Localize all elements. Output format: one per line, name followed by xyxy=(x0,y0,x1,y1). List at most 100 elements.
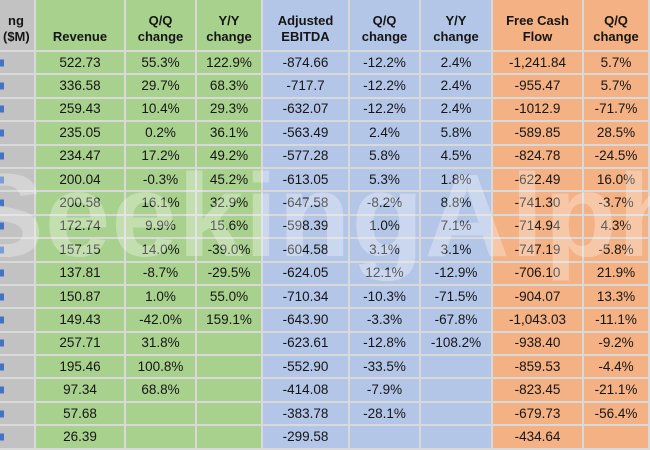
cell-r7-adj-ebitda[interactable]: -647.58 xyxy=(263,192,350,216)
header-fcf-qq-change[interactable]: Q/Q change xyxy=(584,0,650,52)
row-label-cell[interactable] xyxy=(0,356,36,380)
cell-r1-fcf-qq[interactable]: 5.7% xyxy=(584,52,650,76)
cell-r17-revenue-yy[interactable] xyxy=(197,426,263,450)
cell-r17-fcf-qq[interactable] xyxy=(584,426,650,450)
cell-r17-revenue-qq[interactable] xyxy=(126,426,197,450)
cell-r14-ebitda-yy[interactable] xyxy=(421,356,493,380)
cell-r11-revenue[interactable]: 150.87 xyxy=(36,285,126,310)
cell-r16-revenue-yy[interactable] xyxy=(197,402,263,427)
cell-r7-ebitda-yy[interactable]: 8.8% xyxy=(421,192,493,216)
header-revenue[interactable]: Revenue xyxy=(36,0,126,52)
cell-r9-ebitda-qq[interactable]: 3.1% xyxy=(350,239,421,263)
cell-r1-revenue-qq[interactable]: 55.3% xyxy=(126,52,197,76)
cell-r15-ebitda-yy[interactable] xyxy=(421,379,493,403)
cell-r13-revenue-yy[interactable] xyxy=(197,332,263,357)
cell-r15-fcf-qq[interactable]: -21.1% xyxy=(584,379,650,403)
cell-r5-revenue[interactable]: 234.47 xyxy=(36,145,126,169)
cell-r1-revenue-yy[interactable]: 122.9% xyxy=(197,52,263,76)
cell-r3-ebitda-qq[interactable]: -12.2% xyxy=(350,98,421,123)
row-label-cell[interactable] xyxy=(0,262,36,286)
cell-r16-fcf-qq[interactable]: -56.4% xyxy=(584,402,650,427)
cell-r6-adj-ebitda[interactable]: -613.05 xyxy=(263,168,350,193)
cell-r8-revenue-qq[interactable]: 9.9% xyxy=(126,215,197,240)
cell-r5-ebitda-yy[interactable]: 4.5% xyxy=(421,145,493,169)
cell-r14-revenue[interactable]: 195.46 xyxy=(36,356,126,380)
corner-header-cell[interactable]: ng ($M) xyxy=(0,0,36,52)
cell-r12-revenue[interactable]: 149.43 xyxy=(36,309,126,333)
cell-r11-ebitda-qq[interactable]: -10.3% xyxy=(350,285,421,310)
cell-r12-ebitda-qq[interactable]: -3.3% xyxy=(350,309,421,333)
cell-r3-fcf[interactable]: -1012.9 xyxy=(493,98,584,123)
cell-r2-revenue[interactable]: 336.58 xyxy=(36,75,126,99)
cell-r11-ebitda-yy[interactable]: -71.5% xyxy=(421,285,493,310)
row-label-cell[interactable] xyxy=(0,285,36,310)
cell-r2-adj-ebitda[interactable]: -717.7 xyxy=(263,75,350,99)
header-ebitda-yy-change[interactable]: Y/Y change xyxy=(421,0,493,52)
cell-r6-revenue-qq[interactable]: -0.3% xyxy=(126,168,197,193)
cell-r5-revenue-qq[interactable]: 17.2% xyxy=(126,145,197,169)
cell-r11-revenue-qq[interactable]: 1.0% xyxy=(126,285,197,310)
cell-r16-fcf[interactable]: -679.73 xyxy=(493,402,584,427)
header-ebitda-qq-change[interactable]: Q/Q change xyxy=(350,0,421,52)
cell-r8-revenue[interactable]: 172.74 xyxy=(36,215,126,240)
cell-r4-ebitda-yy[interactable]: 5.8% xyxy=(421,122,493,146)
cell-r4-revenue-yy[interactable]: 36.1% xyxy=(197,122,263,146)
cell-r7-fcf-qq[interactable]: -3.7% xyxy=(584,192,650,216)
header-revenue-yy-change[interactable]: Y/Y change xyxy=(197,0,263,52)
cell-r9-revenue-yy[interactable]: -39.0% xyxy=(197,239,263,263)
cell-r11-revenue-yy[interactable]: 55.0% xyxy=(197,285,263,310)
cell-r14-adj-ebitda[interactable]: -552.90 xyxy=(263,356,350,380)
cell-r3-ebitda-yy[interactable]: 2.4% xyxy=(421,98,493,123)
cell-r4-revenue-qq[interactable]: 0.2% xyxy=(126,122,197,146)
cell-r5-revenue-yy[interactable]: 49.2% xyxy=(197,145,263,169)
cell-r12-fcf[interactable]: -1,043.03 xyxy=(493,309,584,333)
cell-r8-revenue-yy[interactable]: 15.6% xyxy=(197,215,263,240)
row-label-cell[interactable] xyxy=(0,98,36,123)
cell-r8-ebitda-qq[interactable]: 1.0% xyxy=(350,215,421,240)
cell-r6-fcf[interactable]: -622.49 xyxy=(493,168,584,193)
cell-r17-revenue[interactable]: 26.39 xyxy=(36,426,126,450)
row-label-cell[interactable] xyxy=(0,426,36,450)
cell-r7-revenue[interactable]: 200.58 xyxy=(36,192,126,216)
cell-r3-revenue-yy[interactable]: 29.3% xyxy=(197,98,263,123)
cell-r13-adj-ebitda[interactable]: -623.61 xyxy=(263,332,350,357)
cell-r2-revenue-yy[interactable]: 68.3% xyxy=(197,75,263,99)
cell-r2-fcf-qq[interactable]: 5.7% xyxy=(584,75,650,99)
cell-r16-revenue[interactable]: 57.68 xyxy=(36,402,126,427)
row-label-cell[interactable] xyxy=(0,168,36,193)
row-label-cell[interactable] xyxy=(0,379,36,403)
cell-r12-revenue-yy[interactable]: 159.1% xyxy=(197,309,263,333)
cell-r12-ebitda-yy[interactable]: -67.8% xyxy=(421,309,493,333)
cell-r15-ebitda-qq[interactable]: -7.9% xyxy=(350,379,421,403)
cell-r12-adj-ebitda[interactable]: -643.90 xyxy=(263,309,350,333)
header-revenue-qq-change[interactable]: Q/Q change xyxy=(126,0,197,52)
cell-r13-revenue[interactable]: 257.71 xyxy=(36,332,126,357)
cell-r7-revenue-yy[interactable]: 32.9% xyxy=(197,192,263,216)
cell-r1-ebitda-qq[interactable]: -12.2% xyxy=(350,52,421,76)
cell-r13-revenue-qq[interactable]: 31.8% xyxy=(126,332,197,357)
cell-r5-ebitda-qq[interactable]: 5.8% xyxy=(350,145,421,169)
cell-r3-revenue[interactable]: 259.43 xyxy=(36,98,126,123)
cell-r9-revenue-qq[interactable]: 14.0% xyxy=(126,239,197,263)
cell-r6-ebitda-yy[interactable]: 1.8% xyxy=(421,168,493,193)
cell-r6-ebitda-qq[interactable]: 5.3% xyxy=(350,168,421,193)
cell-r17-adj-ebitda[interactable]: -299.58 xyxy=(263,426,350,450)
cell-r2-ebitda-yy[interactable]: 2.4% xyxy=(421,75,493,99)
cell-r14-revenue-yy[interactable] xyxy=(197,356,263,380)
cell-r1-fcf[interactable]: -1,241.84 xyxy=(493,52,584,76)
cell-r15-revenue-qq[interactable]: 68.8% xyxy=(126,379,197,403)
cell-r10-fcf-qq[interactable]: 21.9% xyxy=(584,262,650,286)
cell-r4-ebitda-qq[interactable]: 2.4% xyxy=(350,122,421,146)
cell-r17-ebitda-yy[interactable] xyxy=(421,426,493,450)
cell-r16-ebitda-qq[interactable]: -28.1% xyxy=(350,402,421,427)
row-label-cell[interactable] xyxy=(0,52,36,76)
cell-r11-fcf[interactable]: -904.07 xyxy=(493,285,584,310)
row-label-cell[interactable] xyxy=(0,239,36,263)
row-label-cell[interactable] xyxy=(0,192,36,216)
cell-r5-fcf[interactable]: -824.78 xyxy=(493,145,584,169)
header-adjusted-ebitda[interactable]: Adjusted EBITDA xyxy=(263,0,350,52)
cell-r14-revenue-qq[interactable]: 100.8% xyxy=(126,356,197,380)
cell-r8-fcf-qq[interactable]: 4.3% xyxy=(584,215,650,240)
cell-r13-fcf[interactable]: -938.40 xyxy=(493,332,584,357)
cell-r10-ebitda-qq[interactable]: 12.1% xyxy=(350,262,421,286)
